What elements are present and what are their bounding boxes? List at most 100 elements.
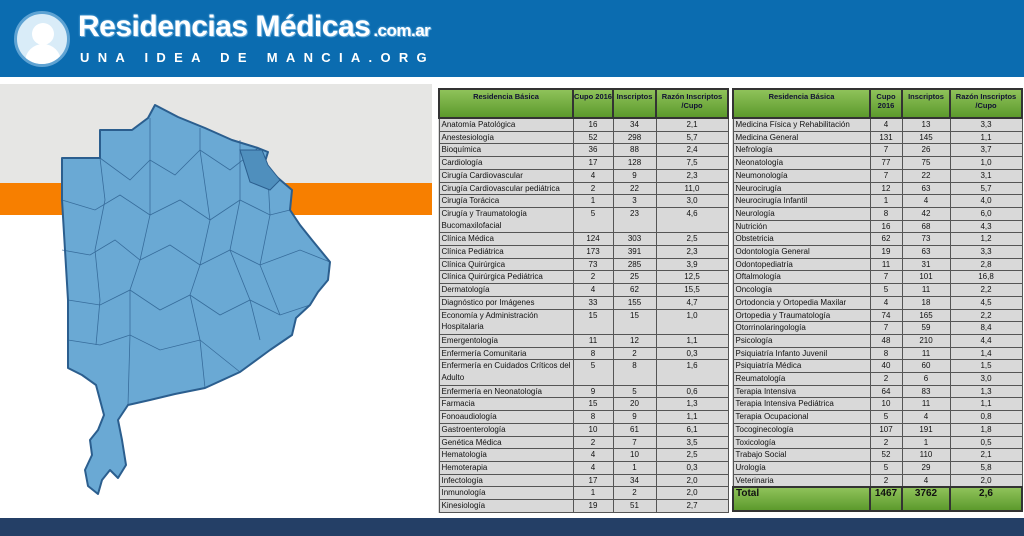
cell-razon: 2,3 — [655, 245, 729, 259]
cell-inscriptos: 31 — [901, 257, 951, 272]
cell-razon: 2,5 — [655, 232, 729, 247]
cell-cupo: 2 — [869, 372, 903, 386]
table-header-row: Residencia Básica Cupo 2016 Inscriptos R… — [438, 88, 729, 119]
cell-residencia: Veterinaria — [732, 473, 871, 488]
cell-inscriptos: 62 — [612, 283, 657, 297]
table-row: Neonatología 77 75 1,0 — [732, 156, 1023, 170]
col-header-cupo: Cupo 2016 — [572, 88, 614, 119]
cell-cupo: 8 — [869, 346, 903, 361]
table-row: Anestesiología 52 298 5,7 — [438, 130, 729, 145]
site-logo[interactable]: Residencias Médicas .com.ar — [78, 10, 431, 44]
cell-razon: 2,2 — [949, 283, 1023, 297]
table-row: Terapia Intensiva 64 83 1,3 — [732, 384, 1023, 399]
cell-residencia: Urología — [732, 460, 871, 475]
cell-cupo: 4 — [869, 295, 903, 310]
cell-inscriptos: 34 — [612, 117, 657, 132]
table-row: Nutrición 16 68 4,3 — [732, 219, 1023, 234]
cell-residencia: Psiquiatría Médica — [732, 359, 871, 374]
table-row: Inmunología 1 2 2,0 — [438, 486, 729, 501]
cell-inscriptos: 18 — [901, 295, 951, 310]
table-row: Odontología General 19 63 3,3 — [732, 245, 1023, 259]
cell-inscriptos: 63 — [901, 245, 951, 259]
cell-razon: 3,5 — [655, 435, 729, 450]
cell-inscriptos: 51 — [612, 499, 657, 513]
cell-residencia: Economía y Administración Hospitalaria — [438, 308, 574, 335]
cell-cupo: 5 — [869, 283, 903, 297]
cell-inscriptos: 13 — [901, 117, 951, 132]
cell-inscriptos: 15 — [612, 308, 657, 335]
table-row: Trabajo Social 52 110 2,1 — [732, 448, 1023, 462]
cell-inscriptos: 7 — [612, 435, 657, 450]
cell-cupo: 64 — [869, 384, 903, 399]
cell-razon: 5,7 — [949, 181, 1023, 196]
cell-inscriptos: 2 — [612, 486, 657, 501]
cell-razon: 2,0 — [655, 486, 729, 501]
col-header-razon: Razón Inscriptos /Cupo — [655, 88, 729, 119]
cell-razon: 2,7 — [655, 499, 729, 513]
brand-suffix: .com.ar — [373, 21, 431, 40]
cell-residencia: Odontología General — [732, 245, 871, 259]
cell-residencia: Psicología — [732, 333, 871, 348]
cell-inscriptos: 191 — [901, 422, 951, 437]
cell-cupo: 9 — [572, 384, 614, 399]
table-row: Cirugía y Traumatología Bucomaxilofacial… — [438, 206, 729, 234]
cell-inscriptos: 73 — [901, 232, 951, 247]
cell-cupo: 8 — [869, 206, 903, 221]
brand-name: Residencias Médicas — [78, 10, 371, 43]
cell-razon: 3,0 — [949, 372, 1023, 386]
doctor-avatar-logo-icon — [14, 11, 70, 67]
cell-residencia: Bioquímica — [438, 143, 574, 158]
cell-inscriptos: 68 — [901, 219, 951, 234]
cell-razon: 3,9 — [655, 257, 729, 272]
cell-residencia: Trabajo Social — [732, 448, 871, 462]
cell-cupo: 40 — [869, 359, 903, 374]
cell-cupo: 4 — [572, 448, 614, 462]
cell-razon: 15,5 — [655, 283, 729, 297]
cell-inscriptos: 22 — [612, 181, 657, 196]
cell-residencia: Oncología — [732, 283, 871, 297]
cell-inscriptos: 11 — [901, 283, 951, 297]
cell-cupo: 2 — [572, 270, 614, 285]
table-row: Clínica Pediátrica 173 391 2,3 — [438, 245, 729, 259]
cell-inscriptos: 20 — [612, 397, 657, 412]
province-outline — [61, 104, 331, 495]
total-cupo: 1467 — [869, 486, 903, 513]
cell-residencia: Gastroenterología — [438, 422, 574, 437]
cell-cupo: 77 — [869, 156, 903, 170]
cell-razon: 12,5 — [655, 270, 729, 285]
cell-cupo: 1 — [572, 486, 614, 501]
cell-razon: 8,4 — [949, 321, 1023, 335]
cell-cupo: 52 — [572, 130, 614, 145]
cell-razon: 1,1 — [655, 410, 729, 424]
cell-cupo: 7 — [869, 321, 903, 335]
cell-inscriptos: 6 — [901, 372, 951, 386]
cell-cupo: 4 — [869, 117, 903, 132]
cell-razon: 2,1 — [655, 117, 729, 132]
cell-razon: 3,0 — [655, 194, 729, 208]
cell-razon: 4,5 — [949, 295, 1023, 310]
table-row: Neurocirugía Infantil 1 4 4,0 — [732, 194, 1023, 208]
cell-razon: 0,6 — [655, 384, 729, 399]
cell-razon: 6,1 — [655, 422, 729, 437]
cell-razon: 1,2 — [949, 232, 1023, 247]
cell-inscriptos: 298 — [612, 130, 657, 145]
cell-razon: 11,0 — [655, 181, 729, 196]
cell-cupo: 8 — [572, 410, 614, 424]
cell-razon: 6,0 — [949, 206, 1023, 221]
cell-inscriptos: 59 — [901, 321, 951, 335]
cell-inscriptos: 4 — [901, 410, 951, 424]
cell-razon: 1,3 — [949, 384, 1023, 399]
table-row: Psiquiatría Infanto Juvenil 8 11 1,4 — [732, 346, 1023, 361]
cell-razon: 2,4 — [655, 143, 729, 158]
cell-residencia: Odontopediatría — [732, 257, 871, 272]
table-row: Otorrinolaringología 7 59 8,4 — [732, 321, 1023, 335]
table-row: Cirugía Cardiovascular 4 9 2,3 — [438, 168, 729, 183]
cell-razon: 2,0 — [949, 473, 1023, 488]
cell-residencia: Clínica Quirúrgica — [438, 257, 574, 272]
table-row: Tocoginecología 107 191 1,8 — [732, 422, 1023, 437]
cell-inscriptos: 2 — [612, 346, 657, 361]
cell-cupo: 10 — [572, 422, 614, 437]
cell-cupo: 48 — [869, 333, 903, 348]
cell-residencia: Dermatología — [438, 283, 574, 297]
table-row: Ortodoncia y Ortopedia Maxilar 4 18 4,5 — [732, 295, 1023, 310]
